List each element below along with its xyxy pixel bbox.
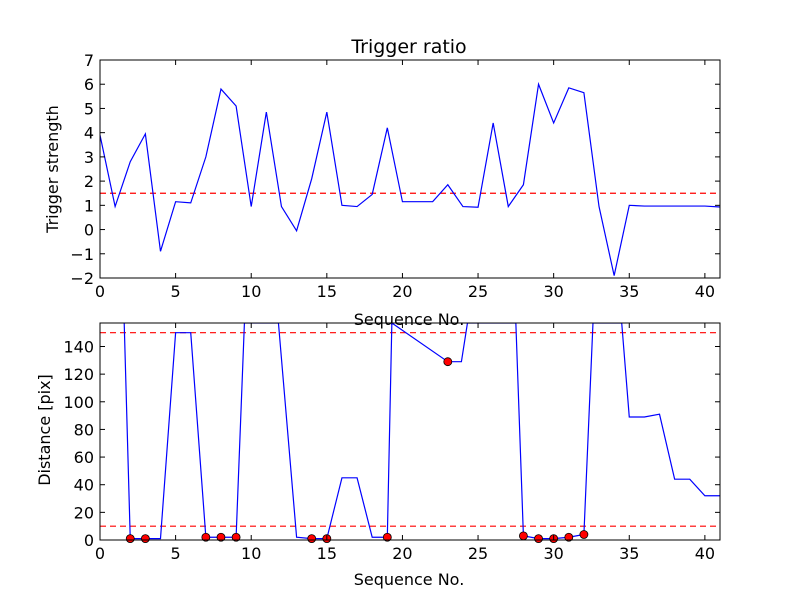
top-y-tick-label: 0 [84,221,94,240]
bottom-y-tick-label: 20 [74,503,94,522]
top-y-tick-label: 3 [84,148,94,167]
bottom-y-tick-label: 80 [74,420,94,439]
top-x-tick-label: 35 [619,282,639,301]
bottom-data-marker [443,357,453,367]
top-y-tick-label: −1 [70,245,94,264]
chart-title: Trigger ratio [350,36,466,58]
bottom-plot-area [100,323,720,540]
bottom-x-tick-label: 5 [171,544,181,563]
top-y-tick-label: 4 [84,124,94,143]
bottom-y-tick-label: 100 [63,393,94,412]
bottom-x-tick-label: 30 [543,544,563,563]
top-y-tick-label: 1 [84,196,94,215]
top-y-tick-label: 6 [84,75,94,94]
bottom-y-axis-label: Distance [pix] [35,374,54,486]
bottom-data-marker [307,534,317,544]
bottom-data-marker [201,532,211,542]
top-x-tick-label: 30 [543,282,563,301]
bottom-data-marker [564,532,574,542]
bottom-axes-frame [99,322,721,541]
top-y-tick-label: 5 [84,99,94,118]
top-x-tick-label: 20 [392,282,412,301]
bottom-panel: 0 5 10 15 20 25 30 35 40 0 20 40 60 80 100 120 140 [63,322,721,563]
top-x-axis-label: Sequence No. [354,310,465,329]
top-x-tick-label: 5 [171,282,181,301]
bottom-x-tick-label: 10 [241,544,261,563]
bottom-x-tick-label: 0 [95,544,105,563]
top-y-tick-label: 7 [84,51,94,70]
top-x-tick-label: 15 [317,282,337,301]
bottom-data-marker [519,531,528,541]
bottom-y-tick-label: 140 [63,337,94,356]
top-axes-frame [99,59,721,279]
bottom-x-tick-label: 35 [619,544,639,563]
top-y-tick-label: 2 [84,172,94,191]
top-x-tick-label: 0 [95,282,105,301]
bottom-x-axis-label: Sequence No. [354,570,465,589]
bottom-data-marker [231,532,241,542]
top-series-line-0 [100,81,720,276]
top-x-tick-label: 40 [695,282,715,301]
top-x-tick-label: 10 [241,282,261,301]
bottom-data-marker [534,534,543,544]
bottom-x-tick-label: 25 [468,544,488,563]
top-plot-area [100,81,720,276]
bottom-y-tick-label: 0 [84,531,94,550]
bottom-x-tick-label: 40 [695,544,715,563]
bottom-x-tick-label: 20 [392,544,412,563]
bottom-series-line-0 [123,323,720,540]
bottom-data-marker [125,534,135,544]
bottom-data-marker [382,532,392,542]
top-x-tick-label: 25 [468,282,488,301]
bottom-data-marker [579,530,589,539]
top-y-tick-label: −2 [70,269,94,288]
bottom-y-tick-label: 40 [74,476,94,495]
bottom-x-tick-label: 15 [317,544,337,563]
bottom-y-tick-label: 60 [74,448,94,467]
top-y-axis-label: Trigger strength [43,105,62,234]
bottom-y-tick-label: 120 [63,365,94,384]
bottom-data-marker [140,534,150,544]
bottom-data-marker [216,532,226,542]
